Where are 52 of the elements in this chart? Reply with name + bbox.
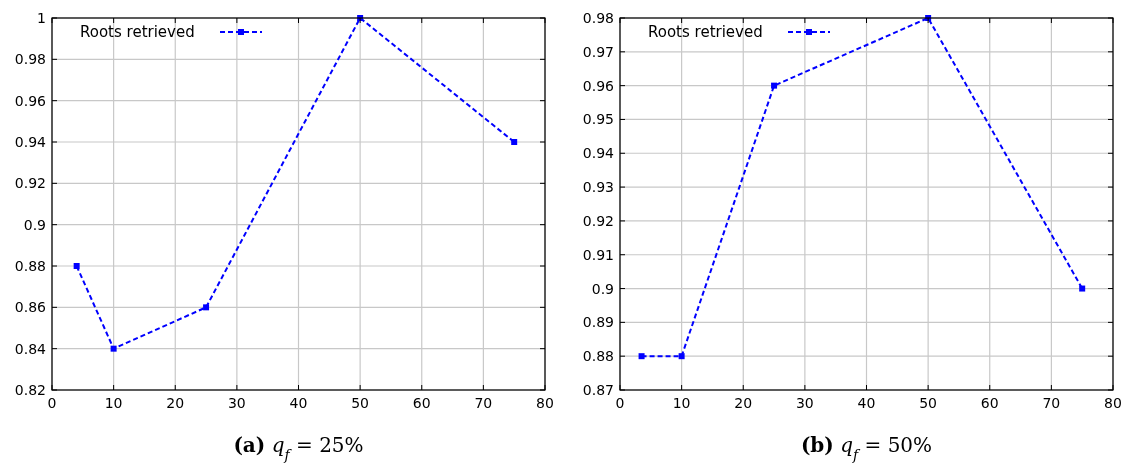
x-tick-label: 50 [351, 395, 370, 411]
y-tick-label: 0.96 [14, 92, 47, 109]
x-tick-label: 10 [672, 395, 691, 411]
y-tick-label: 1 [37, 10, 46, 26]
legend-label: Roots retrieved [648, 23, 763, 41]
point [203, 304, 210, 311]
x-tick-label: 30 [227, 395, 246, 411]
x-tick-label: 40 [289, 395, 308, 411]
y-tick-label: 0.89 [582, 314, 614, 331]
point [771, 82, 778, 89]
y-tick-label: 0.96 [582, 77, 615, 94]
x-tick-label: 60 [412, 395, 431, 411]
y-tick-label: 0.93 [582, 179, 614, 196]
y-tick-label: 0.87 [582, 382, 614, 398]
text: (a) q$_{f}$ = 25% [233, 433, 364, 463]
y-tick-label: 0.88 [14, 258, 46, 274]
y-tick-label: 0.92 [582, 212, 614, 229]
point [1079, 285, 1086, 292]
text: (b) q$_{f}$ = 50% [800, 433, 933, 463]
y-tick-label: 0.88 [582, 348, 614, 365]
y-tick-label: 0.92 [14, 175, 46, 192]
x-tick-label: 30 [795, 395, 814, 411]
legend-label: Roots retrieved [80, 23, 195, 41]
y-tick-label: 0.97 [582, 43, 614, 60]
y-tick-label: 0.9 [591, 280, 614, 297]
y-tick-label: 0.98 [582, 10, 614, 26]
y-tick-label: 0.95 [582, 111, 614, 128]
x-tick-label: 20 [734, 395, 753, 411]
point [678, 353, 685, 360]
y-tick-label: 0.86 [14, 299, 47, 316]
x-tick-label: 0 [615, 395, 625, 411]
x-tick-label: 40 [857, 395, 876, 411]
y-tick-label: 0.94 [14, 134, 47, 150]
x-tick-label: 50 [919, 395, 938, 411]
y-tick-label: 0.9 [23, 216, 46, 233]
y-tick-label: 0.84 [14, 340, 47, 357]
point [511, 139, 518, 145]
x-tick-label: 70 [1042, 395, 1061, 411]
point [638, 353, 645, 360]
y-tick-label: 0.94 [582, 145, 615, 162]
x-tick-label: 60 [980, 395, 999, 411]
y-tick-label: 0.98 [14, 51, 46, 68]
x-tick-label: 10 [104, 395, 123, 411]
point [73, 263, 80, 269]
y-tick-label: 0.82 [14, 382, 46, 398]
x-tick-label: 20 [166, 395, 185, 411]
x-tick-label: 70 [474, 395, 493, 411]
x-tick-label: 80 [1104, 395, 1122, 411]
point [110, 345, 117, 352]
x-tick-label: 80 [536, 395, 554, 411]
x-tick-label: 0 [47, 395, 57, 411]
y-tick-label: 0.91 [582, 246, 614, 263]
